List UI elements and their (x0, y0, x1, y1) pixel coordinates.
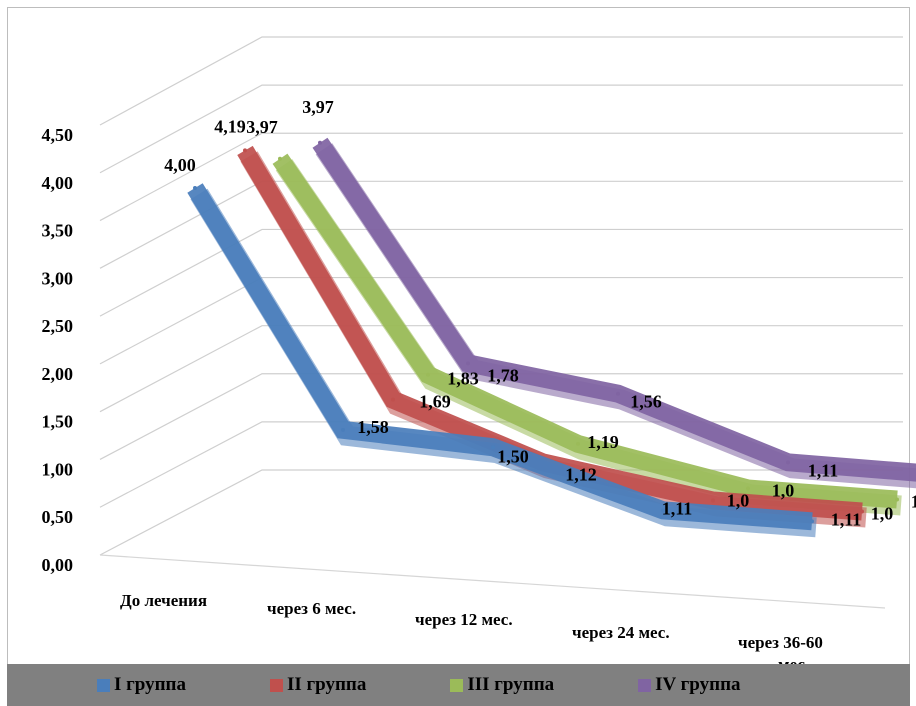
legend: I группа II группа III группа IV группа (7, 664, 910, 706)
gridline (99, 276, 903, 365)
series-ribbons (187, 137, 916, 538)
legend-swatch (450, 678, 464, 692)
legend-item: IV группа (638, 674, 741, 696)
x-tick-label: через 6 мес. (267, 599, 356, 618)
x-tick-label: через 24 мес. (572, 623, 670, 642)
y-tick-label: 4,00 (42, 173, 74, 193)
legend-item: III группа (450, 674, 554, 696)
series-ribbon (187, 183, 817, 538)
series-line (312, 137, 916, 482)
data-point (810, 519, 814, 524)
y-tick-label: 3,00 (42, 268, 74, 288)
y-tick-label: 1,00 (42, 459, 74, 479)
data-point (711, 498, 715, 503)
legend-swatch (638, 678, 652, 692)
y-tick-label: 3,50 (42, 221, 74, 241)
data-label: 1,0 (727, 491, 750, 511)
gridline (99, 325, 903, 413)
data-point (341, 427, 345, 432)
data-label: 1,11 (831, 509, 862, 529)
data-label: 1,56 (630, 392, 662, 412)
x-axis-ticks: До лечения через 6 мес. через 12 мес. через… (120, 591, 823, 674)
data-point (786, 460, 790, 465)
data-label: 1,11 (662, 498, 693, 518)
data-point (895, 497, 899, 502)
data-label: 1,78 (487, 365, 519, 385)
legend-label: IV группа (655, 674, 741, 695)
legend-label: II группа (286, 674, 367, 695)
series-ribbon (312, 137, 916, 489)
data-label: 3,97 (246, 117, 278, 137)
data-point (318, 140, 322, 145)
gridline (99, 373, 903, 460)
legend-label: III группа (467, 674, 555, 695)
y-tick-label: 0,50 (42, 507, 74, 527)
data-label: 1,12 (565, 464, 597, 484)
gridline (99, 36, 903, 126)
data-point (426, 372, 430, 377)
data-label: 1,0 (911, 492, 916, 512)
gridline (99, 84, 903, 174)
gridline (99, 228, 903, 317)
data-point (860, 509, 864, 514)
floor-edge (99, 554, 886, 609)
data-label: 1,0 (772, 481, 795, 501)
y-tick-label: 0,00 (42, 555, 74, 575)
x-tick-label: через 12 мес. (415, 610, 513, 629)
y-tick-label: 2,50 (42, 316, 74, 336)
data-point (746, 486, 750, 491)
legend-label: I группа (114, 674, 186, 695)
legend-item: II группа (269, 674, 367, 696)
data-label: 1,58 (357, 417, 389, 437)
data-label: 1,0 (871, 504, 894, 524)
data-point (391, 397, 395, 402)
gridline (99, 132, 903, 222)
data-point (193, 186, 197, 190)
data-point (466, 361, 470, 366)
data-point (243, 148, 247, 153)
data-point (491, 445, 495, 450)
data-label: 1,50 (497, 446, 529, 466)
data-label: 3,97 (302, 97, 334, 117)
legend-swatch (269, 678, 283, 692)
y-tick-label: 1,50 (42, 412, 74, 432)
x-tick-label: До лечения (120, 591, 207, 610)
legend-swatch (97, 678, 110, 692)
data-label: 4,00 (164, 155, 196, 175)
data-label: 1,19 (587, 432, 619, 452)
data-point (278, 156, 282, 161)
data-point (576, 441, 580, 446)
data-label: 1,69 (419, 392, 451, 412)
data-labels: 4,00 1,58 1,50 1,11 1,11 4,19 1,69 1,12 1,0 1,0 3,… (164, 97, 916, 530)
data-label: 1,83 (447, 369, 479, 389)
data-label: 1,11 (808, 460, 839, 480)
data-point (661, 508, 665, 513)
y-axis-ticks: 0,00 0,50 1,00 1,50 2,00 2,50 3,00 3,50 4,00 4,50 (42, 125, 74, 575)
data-label: 4,19 (214, 116, 246, 136)
y-tick-label: 2,00 (42, 364, 74, 384)
data-point (616, 391, 620, 396)
legend-item: I группа (97, 674, 186, 696)
y-tick-label: 4,50 (42, 125, 74, 145)
